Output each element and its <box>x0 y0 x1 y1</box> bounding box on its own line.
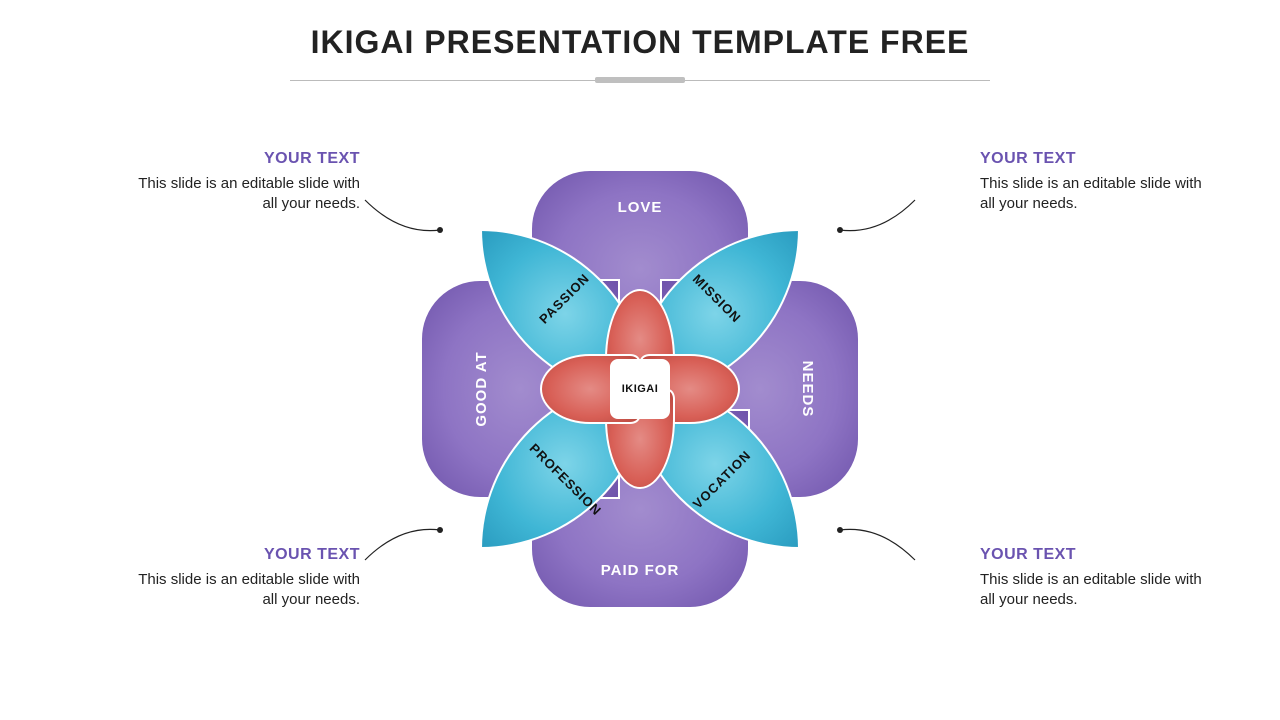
callout-br-heading: YOUR TEXT <box>980 546 1220 564</box>
callout-bl-heading: YOUR TEXT <box>120 546 360 564</box>
callout-tl-body: This slide is an editable slide with all… <box>120 174 360 215</box>
callout-tr-heading: YOUR TEXT <box>980 150 1220 168</box>
callout-tr-body: This slide is an editable slide with all… <box>980 174 1220 215</box>
callout-bl: YOUR TEXT This slide is an editable slid… <box>120 546 360 611</box>
petal-label-good-at: GOOD AT <box>473 351 490 426</box>
callout-br: YOUR TEXT This slide is an editable slid… <box>980 546 1220 611</box>
callout-tl: YOUR TEXT This slide is an editable slid… <box>120 150 360 215</box>
callout-tr: YOUR TEXT This slide is an editable slid… <box>980 150 1220 215</box>
petal-label-paid-for: PAID FOR <box>601 562 680 579</box>
title-underline <box>290 76 990 86</box>
center-ikigai: IKIGAI <box>610 359 670 419</box>
callout-bl-body: This slide is an editable slide with all… <box>120 570 360 611</box>
ikigai-diagram: IKIGAI LOVE NEEDS PAID FOR GOOD AT PASSI… <box>420 169 860 609</box>
petal-label-love: LOVE <box>618 199 663 216</box>
callout-br-body: This slide is an editable slide with all… <box>980 570 1220 611</box>
callout-tl-heading: YOUR TEXT <box>120 150 360 168</box>
petal-label-needs: NEEDS <box>799 360 816 417</box>
slide-title: IKIGAI PRESENTATION TEMPLATE FREE <box>0 24 1280 61</box>
